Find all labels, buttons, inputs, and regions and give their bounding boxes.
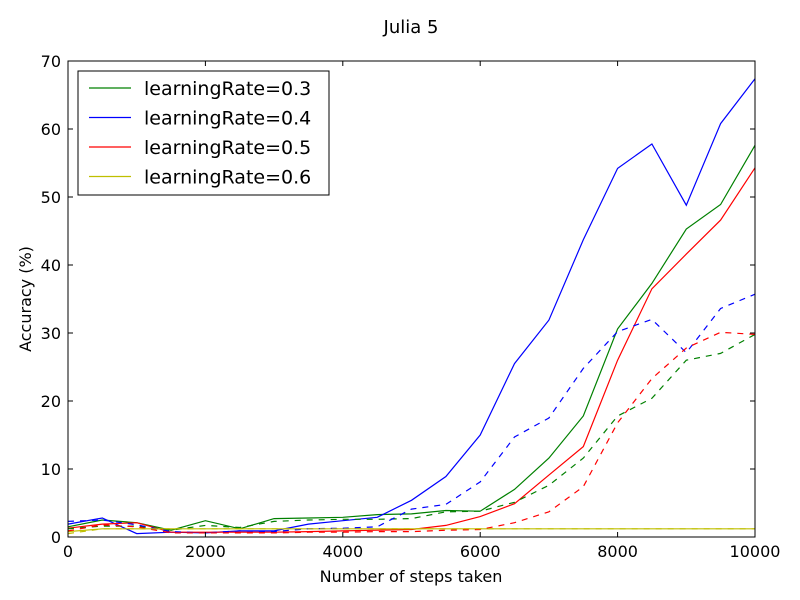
series-line-dashed-6 (67, 331, 756, 534)
x-tick-label: 10000 (730, 542, 781, 561)
x-tick-label: 8000 (597, 542, 638, 561)
plot-frame (67, 60, 756, 538)
y-tick-label: 50 (41, 188, 61, 207)
legend-box (77, 70, 330, 196)
legend-label: learningRate=0.5 (144, 137, 311, 159)
ticks-layer: 0 2000 4000 6000 8000 10000 0 10 20 30 40 50 60 70 (41, 52, 781, 561)
legend-items: learningRate=0.3 learningRate=0.4 learning… (89, 78, 311, 189)
series-layer (67, 78, 756, 535)
y-tick-label: 60 (41, 120, 61, 139)
series-line-0 (67, 144, 756, 531)
y-axis-title: Accuracy (%) (16, 246, 35, 352)
legend-label: learningRate=0.6 (144, 167, 311, 189)
series-line-2 (67, 167, 756, 533)
x-tick-label: 6000 (460, 542, 501, 561)
series-line-dashed-5 (67, 293, 756, 534)
x-tick-label: 4000 (322, 542, 363, 561)
legend-label: learningRate=0.4 (144, 108, 311, 130)
legend-label: learningRate=0.3 (144, 78, 311, 100)
x-axis-title: Number of steps taken (320, 567, 503, 586)
x-tick-label: 0 (63, 542, 73, 561)
y-tick-label: 0 (51, 528, 61, 547)
series-line-3 (67, 528, 755, 533)
legend: learningRate=0.3 learningRate=0.4 learning… (77, 70, 330, 196)
y-tick-label: 30 (41, 324, 61, 343)
x-tick-label: 2000 (185, 542, 226, 561)
y-tick-label: 70 (41, 52, 61, 71)
y-tick-label: 10 (41, 460, 61, 479)
chart-title: Julia 5 (383, 17, 439, 38)
y-tick-label: 20 (41, 392, 61, 411)
y-tick-label: 40 (41, 256, 61, 275)
